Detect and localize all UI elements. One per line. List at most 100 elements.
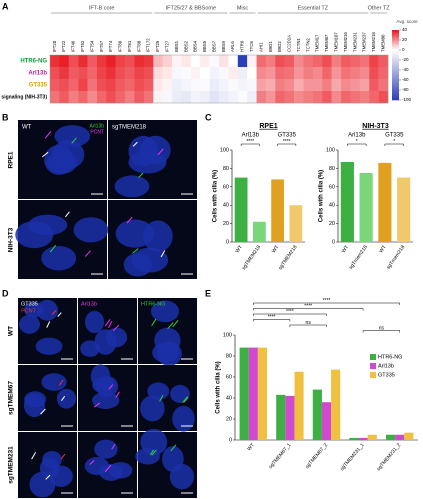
significance-bracket [384,143,404,146]
colorbar-label: 0 [402,47,405,52]
column-label: sgTMEM218 [112,125,147,131]
nucleus [156,341,182,366]
colorbar-step [392,51,399,54]
y-tick-label: 20 [329,221,335,227]
y-tick-label: 60 [329,184,335,190]
heat-cell [50,55,60,68]
cilium [58,379,64,386]
colorbar-label: 40 [402,27,408,32]
bar [404,432,414,440]
column-label: IFT54 [89,40,94,52]
heat-cell [237,79,248,92]
bar [378,162,392,242]
heat-cell [143,91,154,104]
column-label: TMEM237 [362,32,367,52]
heat-cell [115,79,126,92]
heat-cell [350,55,361,68]
bar [312,389,322,440]
nucleus [114,175,150,198]
heat-cell [162,67,173,80]
x-tick-label: WT [271,244,280,254]
bar [294,371,304,440]
heat-cell [228,79,238,92]
nucleus [147,382,170,400]
cilium [61,395,66,402]
heat-cell [50,79,60,92]
colorbar-step [392,30,399,33]
bar [239,347,249,440]
colorbar-step [392,87,399,90]
heat-cell [162,91,173,104]
nucleus [84,310,105,334]
colorbar-label: -20 [402,57,409,62]
row-label: RPE1 [8,151,15,168]
heat-cell [341,67,351,80]
heat-cell [87,55,98,68]
heat-cell [125,67,135,80]
colorbar-title: Avg. score [396,19,418,24]
group-label: GT335 [278,133,297,139]
heat-cell [256,91,267,104]
cilium [104,319,111,327]
cilium [89,460,95,465]
colorbar-step [392,52,399,55]
heat-cell [106,79,116,92]
y-axis-label: Cells with cilia (%) [319,170,325,222]
heat-cell [322,67,332,80]
heat-cell [359,67,370,80]
colorbar-step [392,70,399,73]
legend-swatch [370,372,376,378]
column-label: WT [22,125,32,131]
y-tick-label: 80 [226,353,232,359]
x-tick-label: sgTmem218 [385,244,406,270]
cilium [132,248,139,254]
column-label: IFT57 [99,40,104,52]
colorbar-step [392,40,399,43]
nucleus [54,125,91,148]
bar [276,394,286,440]
colorbar-step [392,65,399,68]
column-label: B9D2 [277,41,282,52]
heat-cell [237,91,248,104]
cilium [182,396,189,404]
heat-cell [350,91,361,104]
x-tick-label: sgTMEM231_2 [376,442,403,472]
x-tick-label: sgTMEM67_2 [304,442,329,470]
column-label: Arl13b [81,301,97,307]
column-label: TMEM17 [315,34,320,52]
colorbar-step [392,49,399,52]
significance-label: ns [379,325,385,331]
significance-bracket [347,143,367,146]
heat-cell [369,55,379,68]
y-tick-label: 60 [223,184,229,190]
group-label: Arl13b [242,133,260,139]
nucleus [94,439,118,459]
heat-cell [219,67,229,80]
heat-cell [68,91,79,104]
heat-cell [134,67,145,80]
heatmap-border [49,54,389,104]
heat-cell [172,55,182,68]
significance-bracket [240,143,260,146]
nucleus [92,391,120,409]
significance-bracket [253,313,327,316]
heat-cell [294,55,304,68]
heat-cell [312,55,323,68]
nucleus [41,245,77,271]
heat-cell [134,79,145,92]
column-label: CC2D2A [287,35,292,52]
column-label: IFT88 [136,40,141,52]
heat-cell [59,79,69,92]
cilium [183,397,189,403]
heat-cell [247,91,257,104]
cilium [46,321,51,328]
heat-cell [341,55,351,68]
significance-bracket [289,324,327,327]
nucleus [29,471,56,498]
heat-cell [153,91,163,104]
nucleus [56,388,77,409]
heat-cell [106,91,116,104]
bar [349,437,359,440]
bar [385,434,396,440]
